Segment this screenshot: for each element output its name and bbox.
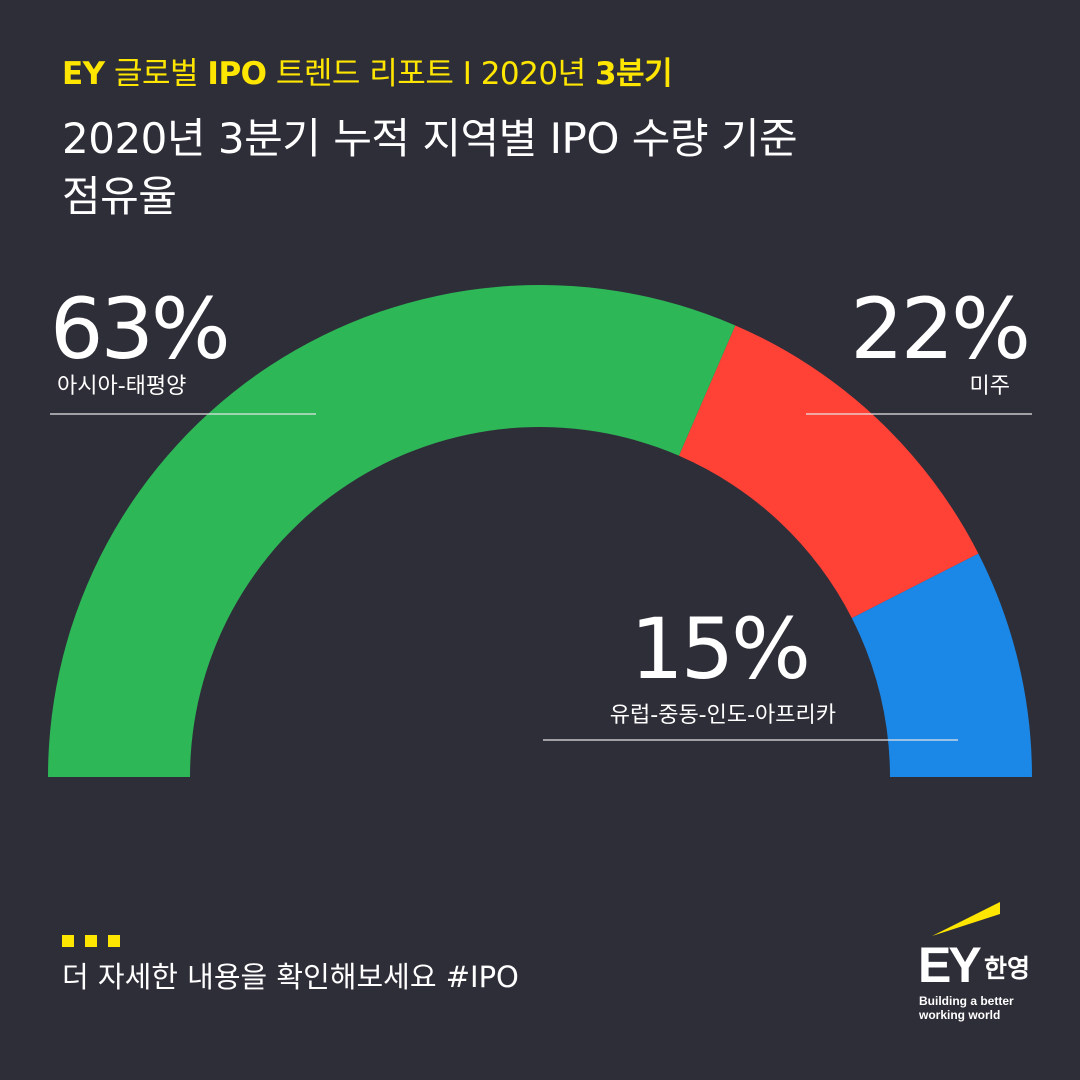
- logo-tagline-line-2: working world: [919, 1008, 1001, 1022]
- chart-title-line-2: 점유율: [62, 172, 177, 221]
- slice-아시아-태평양: [48, 284, 736, 777]
- kicker-brand: EY: [62, 56, 105, 92]
- ey-beam-icon: [932, 902, 1000, 936]
- footer-dots-decoration: [62, 932, 131, 951]
- category-label-아시아-태평양: 아시아-태평양: [57, 374, 186, 399]
- value-label-미주: 22%: [850, 280, 1028, 378]
- chart-title: 2020년 3분기 누적 지역별 IPO 수량 기준 점유율: [62, 110, 962, 226]
- logo-brand-text: EY: [918, 937, 982, 993]
- value-label-유럽-중동-인도-아프리카: 15%: [630, 600, 808, 698]
- slice-미주: [679, 325, 979, 619]
- category-label-미주: 미주: [970, 374, 1010, 399]
- value-label-아시아-태평양: 63%: [50, 280, 228, 378]
- kicker-mid: 글로벌: [113, 56, 199, 92]
- chart-title-line-1: 2020년 3분기 누적 지역별 IPO 수량 기준: [62, 114, 798, 163]
- ey-logo: EY 한영 Building a better working world: [918, 902, 1048, 1032]
- report-kicker: EY 글로벌 IPO 트렌드 리포트 I 2020년 3분기: [62, 52, 673, 96]
- kicker-quarter: 3분기: [594, 56, 673, 92]
- logo-korean-text: 한영: [984, 954, 1031, 983]
- kicker-ipo: IPO: [207, 56, 267, 92]
- slice-유럽-중동-인도-아프리카: [851, 553, 1032, 777]
- kicker-rest: 트렌드 리포트 I 2020년: [275, 56, 586, 92]
- category-label-유럽-중동-인도-아프리카: 유럽-중동-인도-아프리카: [610, 703, 836, 728]
- logo-tagline: Building a better working world: [919, 994, 1014, 1022]
- logo-tagline-line-1: Building a better: [919, 994, 1014, 1008]
- footer-cta-text: 더 자세한 내용을 확인해보세요 #IPO: [62, 960, 519, 994]
